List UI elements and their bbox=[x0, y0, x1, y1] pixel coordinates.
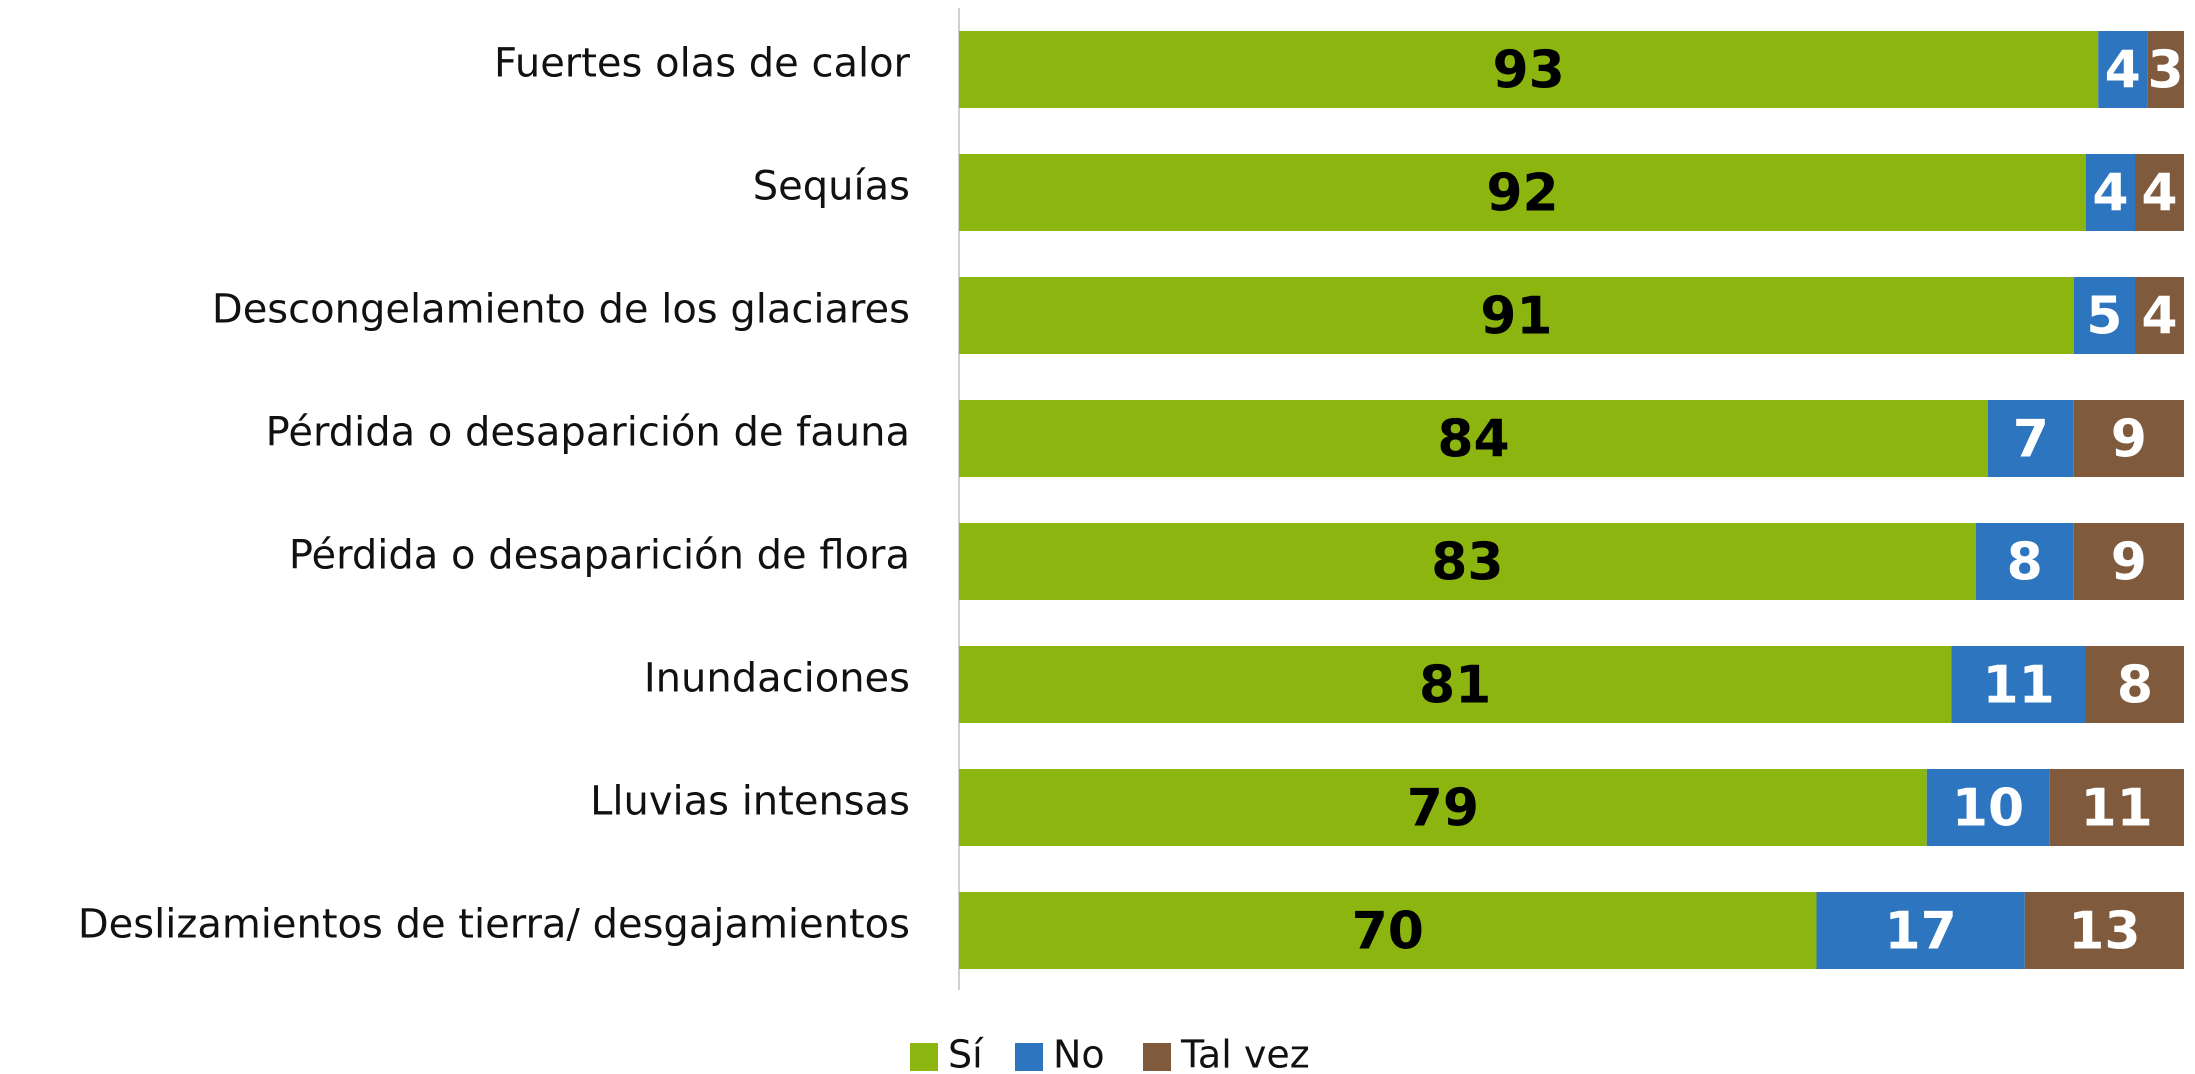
category-label: Pérdida o desaparición de flora bbox=[289, 533, 910, 579]
data-label: 8 bbox=[2007, 533, 2043, 593]
data-label: 4 bbox=[2141, 287, 2177, 347]
data-label: 11 bbox=[2080, 779, 2152, 839]
data-label: 91 bbox=[1480, 287, 1552, 347]
data-label: 9 bbox=[2111, 410, 2147, 470]
data-label: 70 bbox=[1352, 902, 1424, 962]
legend-swatch bbox=[910, 1043, 938, 1071]
bar-segment bbox=[1926, 769, 2050, 846]
data-label: 9 bbox=[2111, 533, 2147, 593]
bar-segment bbox=[1951, 646, 2086, 723]
bar-segment bbox=[2086, 154, 2135, 231]
bar-segment bbox=[1816, 892, 2025, 969]
bar-segment bbox=[959, 154, 2086, 231]
bar-segment bbox=[959, 31, 2099, 108]
bar-segment bbox=[2147, 31, 2184, 108]
data-label: 4 bbox=[2141, 164, 2177, 224]
data-label: 4 bbox=[2092, 164, 2128, 224]
data-label: 7 bbox=[2013, 410, 2049, 470]
bar-segment bbox=[2073, 277, 2135, 354]
data-label: 81 bbox=[1419, 656, 1491, 716]
data-label: 13 bbox=[2068, 902, 2140, 962]
data-label: 11 bbox=[1982, 656, 2054, 716]
data-label: 84 bbox=[1437, 410, 1509, 470]
bar-segment bbox=[959, 769, 1927, 846]
data-label: 92 bbox=[1486, 164, 1558, 224]
category-label: Deslizamientos de tierra/ desgajamientos bbox=[78, 902, 910, 948]
bar-segment bbox=[2073, 400, 2184, 477]
bar-segment bbox=[2049, 769, 2184, 846]
bar-segment bbox=[959, 892, 1817, 969]
bar-segment bbox=[959, 277, 2074, 354]
category-label: Inundaciones bbox=[644, 656, 910, 702]
bar-segment bbox=[959, 523, 1976, 600]
category-label: Lluvias intensas bbox=[590, 779, 910, 825]
data-label: 5 bbox=[2086, 287, 2122, 347]
bar-segment bbox=[959, 646, 1952, 723]
bar-segment bbox=[1988, 400, 2074, 477]
legend-label: Tal vez bbox=[1180, 1033, 1310, 1074]
legend-label: Sí bbox=[948, 1033, 984, 1074]
category-label: Fuertes olas de calor bbox=[494, 41, 911, 87]
data-label: 8 bbox=[2117, 656, 2153, 716]
data-label: 3 bbox=[2148, 41, 2184, 101]
data-label: 10 bbox=[1952, 779, 2024, 839]
data-label: 79 bbox=[1407, 779, 1479, 839]
bar-segment bbox=[2073, 523, 2184, 600]
data-label: 4 bbox=[2105, 41, 2141, 101]
bar-segment bbox=[1975, 523, 2074, 600]
category-label: Sequías bbox=[753, 164, 910, 210]
legend-swatch bbox=[1143, 1043, 1171, 1071]
legend-swatch bbox=[1015, 1043, 1043, 1071]
bar-segment bbox=[2086, 646, 2184, 723]
legend-label: No bbox=[1053, 1033, 1105, 1074]
data-label: 17 bbox=[1884, 902, 1956, 962]
bar-segment bbox=[2024, 892, 2184, 969]
bar-segment bbox=[2135, 277, 2184, 354]
category-label: Pérdida o desaparición de fauna bbox=[266, 410, 910, 456]
data-label: 93 bbox=[1492, 41, 1564, 101]
category-label: Descongelamiento de los glaciares bbox=[212, 287, 910, 333]
bar-segment bbox=[2098, 31, 2148, 108]
bar-segment bbox=[959, 400, 1988, 477]
bar-segment bbox=[2135, 154, 2184, 231]
data-label: 83 bbox=[1431, 533, 1503, 593]
